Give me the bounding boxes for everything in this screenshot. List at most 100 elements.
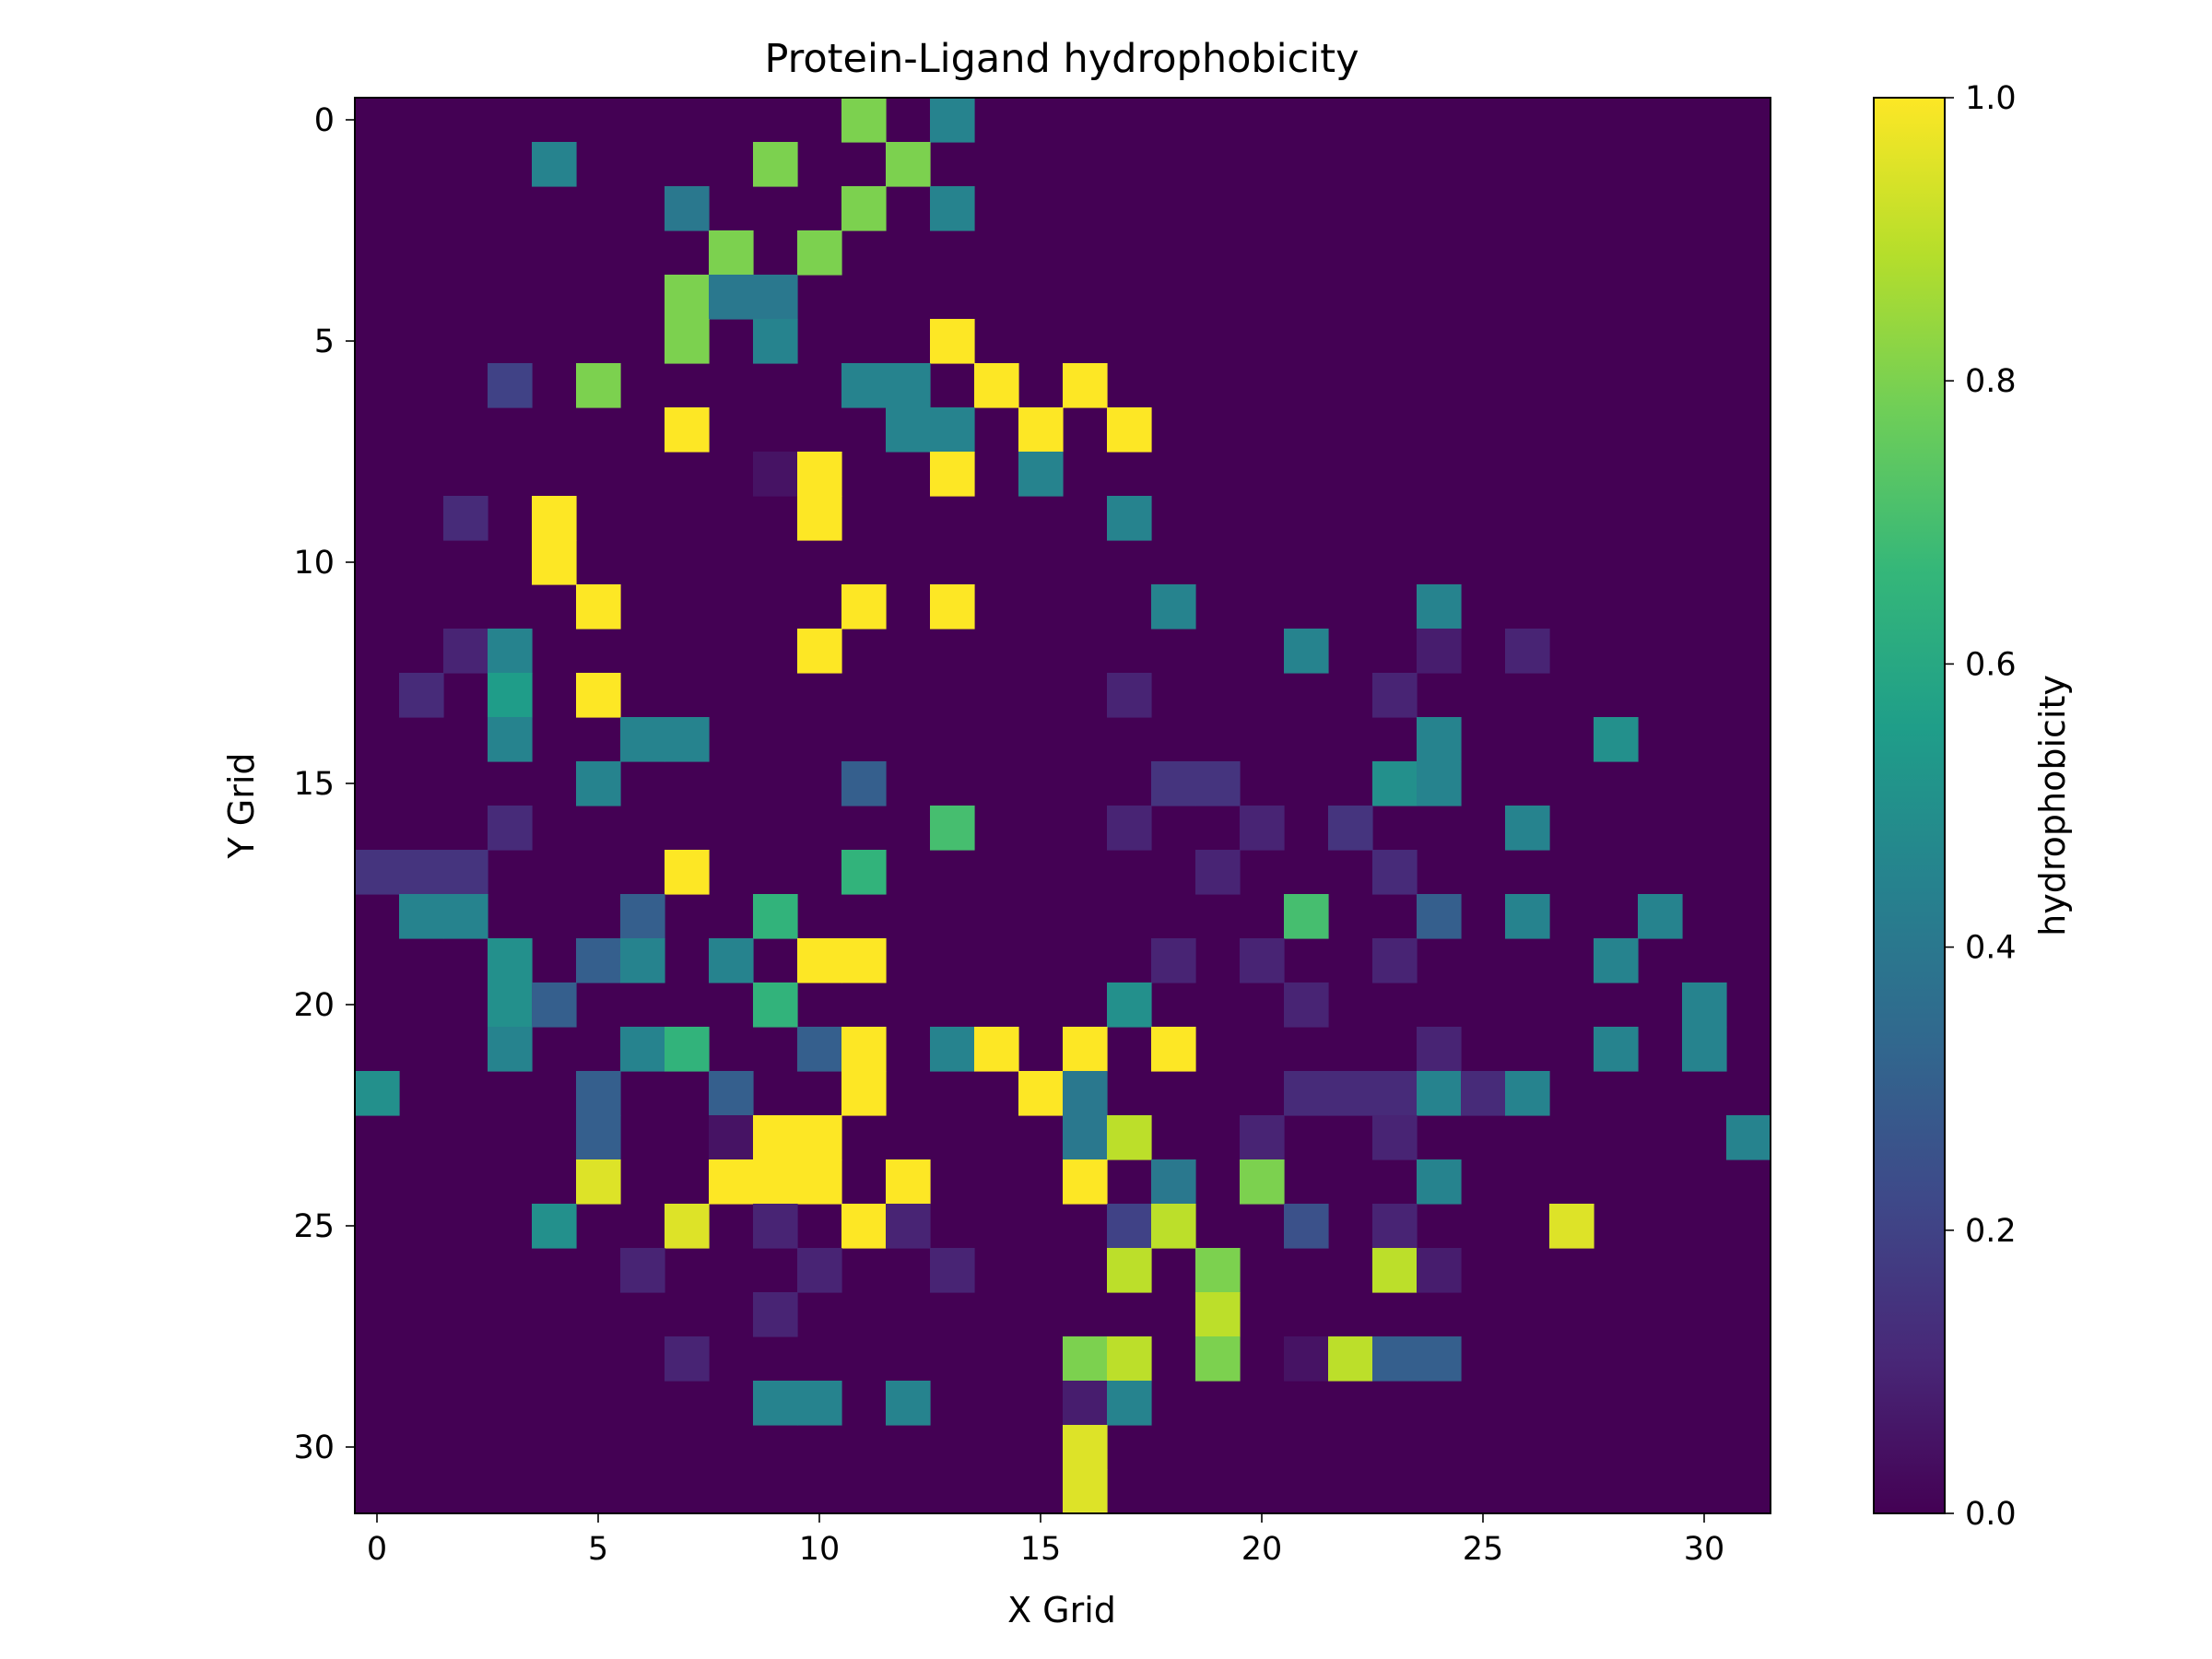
heatmap-cell xyxy=(1372,938,1418,983)
heatmap-cell xyxy=(797,1248,842,1293)
colorbar-tick-label: 0.0 xyxy=(1965,1496,2017,1533)
heatmap-cell xyxy=(841,938,887,983)
heatmap-cell xyxy=(443,496,488,541)
heatmap-cell xyxy=(1107,806,1152,851)
heatmap-cell xyxy=(1240,1159,1285,1205)
heatmap-cell xyxy=(1372,1336,1418,1382)
colorbar-tick-label: 0.2 xyxy=(1965,1213,2017,1250)
heatmap-cell xyxy=(1107,407,1152,453)
heatmap-cell xyxy=(1240,806,1285,851)
heatmap-cell xyxy=(1240,1115,1285,1160)
heatmap-cell xyxy=(1726,1115,1771,1160)
heatmap-cell xyxy=(886,363,931,408)
heatmap-cell xyxy=(1505,1071,1550,1116)
heatmap-cell xyxy=(1284,629,1329,674)
heatmap-cell xyxy=(532,982,577,1028)
heatmap-cell xyxy=(930,1027,975,1072)
heatmap-cell xyxy=(1417,584,1462,629)
heatmap-cell xyxy=(753,452,798,497)
heatmap-cell xyxy=(1018,1071,1064,1116)
heatmap-cell xyxy=(753,1292,798,1337)
heatmap-cell xyxy=(886,407,931,453)
heatmap-cell xyxy=(709,938,754,983)
heatmap-cell xyxy=(1107,1336,1152,1382)
heatmap-cell xyxy=(1063,1469,1108,1514)
heatmap-cell xyxy=(1505,806,1550,851)
heatmap-cell xyxy=(488,717,533,762)
colorbar xyxy=(1874,98,1945,1513)
heatmap-cell xyxy=(1195,1292,1241,1337)
heatmap-cell xyxy=(1372,673,1418,718)
heatmap-cell xyxy=(1107,673,1152,718)
heatmap-cell xyxy=(1107,982,1152,1028)
heatmap-cell xyxy=(797,938,842,983)
x-tick-label: 5 xyxy=(588,1531,608,1568)
heatmap-cell xyxy=(488,363,533,408)
heatmap-cell xyxy=(665,1204,710,1249)
heatmap-cell xyxy=(532,496,577,541)
heatmap-cell xyxy=(1372,1115,1418,1160)
heatmap-cell xyxy=(1638,894,1683,939)
y-tick-label: 15 xyxy=(293,766,335,803)
x-axis-label: X Grid xyxy=(1007,1590,1116,1630)
heatmap-cell xyxy=(797,1027,842,1072)
heatmap-cell xyxy=(753,142,798,187)
heatmap-cell xyxy=(1328,1336,1373,1382)
heatmap-cell xyxy=(1461,1071,1506,1116)
heatmap-cell xyxy=(1505,894,1550,939)
heatmap-cell xyxy=(1063,1381,1108,1426)
heatmap-cell xyxy=(886,1204,931,1249)
heatmap-cell xyxy=(930,584,975,629)
chart-title: Protein-Ligand hydrophobicity xyxy=(764,36,1359,82)
heatmap-cell xyxy=(930,806,975,851)
heatmap-cell xyxy=(1195,1336,1241,1382)
y-axis-label: Y Grid xyxy=(221,752,262,859)
heatmap-cell xyxy=(797,1159,842,1205)
heatmap-cell xyxy=(1063,1071,1108,1116)
heatmap-cell xyxy=(1594,717,1639,762)
heatmap-cell xyxy=(753,1159,798,1205)
colorbar-tick-label: 0.8 xyxy=(1965,363,2017,400)
heatmap-cell xyxy=(930,98,975,143)
heatmap-cell xyxy=(841,363,887,408)
heatmap-cell xyxy=(797,496,842,541)
heatmap-cell xyxy=(1195,850,1241,895)
heatmap-cell xyxy=(974,1027,1019,1072)
heatmap-cell xyxy=(576,673,621,718)
heatmap-cell xyxy=(841,761,887,806)
heatmap-cell xyxy=(1417,1159,1462,1205)
heatmap-cell xyxy=(488,673,533,718)
heatmap-cell xyxy=(709,230,754,276)
heatmap-cell xyxy=(709,1071,754,1116)
heatmap-cell xyxy=(1018,452,1064,497)
heatmap-cell xyxy=(488,1027,533,1072)
heatmap-cell xyxy=(1107,1115,1152,1160)
heatmap-cell xyxy=(753,319,798,364)
heatmap-cell xyxy=(1417,1336,1462,1382)
heatmap-cell xyxy=(797,452,842,497)
heatmap-cell xyxy=(797,629,842,674)
heatmap-cell xyxy=(930,1248,975,1293)
x-tick-label: 0 xyxy=(367,1531,387,1568)
y-axis-ticks: 0 5 10 15 20 25 30 xyxy=(293,102,355,1466)
heatmap-cell xyxy=(930,452,975,497)
heatmap-cell xyxy=(1107,1204,1152,1249)
heatmap-cell xyxy=(443,629,488,674)
heatmap-cell xyxy=(665,850,710,895)
heatmap-cell xyxy=(1594,1027,1639,1072)
heatmap-cell xyxy=(1063,363,1108,408)
heatmap-cell xyxy=(532,540,577,585)
heatmap-cell xyxy=(665,1336,710,1382)
heatmap-cell xyxy=(1284,1336,1329,1382)
heatmap-cell xyxy=(1284,982,1329,1028)
heatmap-cell xyxy=(753,1381,798,1426)
colorbar-ticks: 0.0 0.2 0.4 0.6 0.8 1.0 xyxy=(1945,80,2017,1533)
heatmap-cell xyxy=(841,584,887,629)
heatmap-cell xyxy=(1063,1115,1108,1160)
heatmap-cell xyxy=(1417,1248,1462,1293)
heatmap-cell xyxy=(576,584,621,629)
heatmap-cell xyxy=(399,673,444,718)
heatmap-cell xyxy=(620,894,665,939)
heatmap-cell xyxy=(709,275,754,320)
